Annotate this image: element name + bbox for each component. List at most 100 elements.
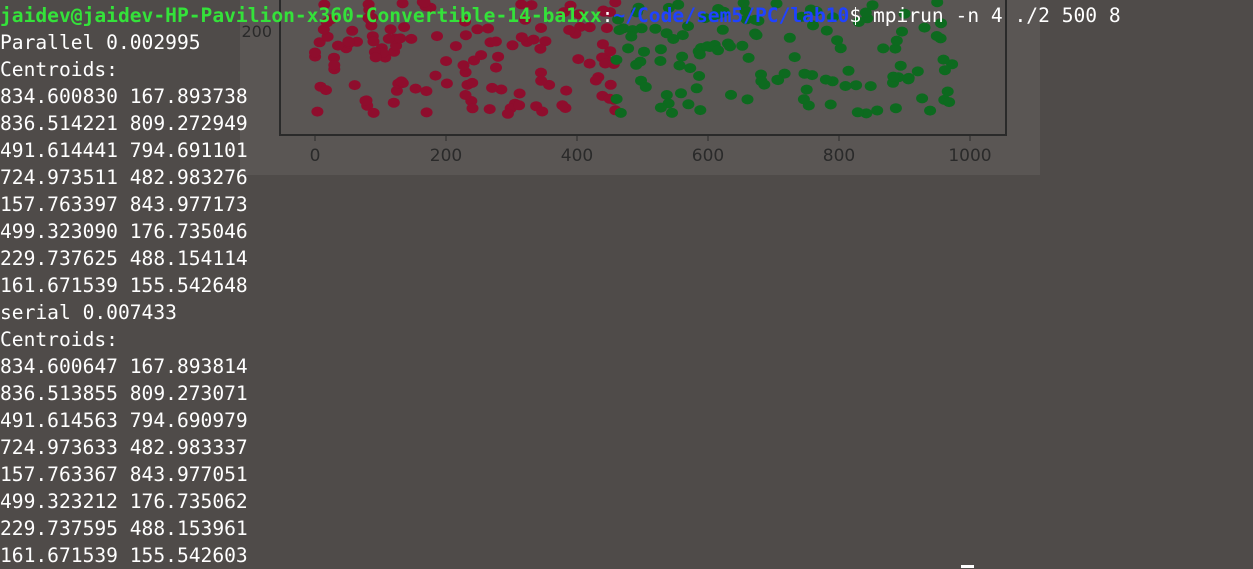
scatter-point: [672, 0, 685, 10]
scatter-point: [365, 20, 378, 31]
scatter-point: [599, 58, 612, 69]
scatter-point: [535, 67, 547, 78]
scatter-point: [676, 30, 689, 41]
scatter-point: [527, 34, 540, 45]
scatter-point: [495, 84, 508, 95]
scatter-point: [724, 41, 736, 52]
scatter-point: [466, 77, 479, 88]
scatter-point: [742, 52, 755, 63]
scatter-point: [778, 68, 791, 79]
scatter-point: [328, 60, 341, 71]
scatter-points: [309, 0, 959, 119]
output-line: 499.323212 176.735062: [0, 490, 248, 513]
scatter-point: [556, 100, 569, 111]
scatter-point: [850, 80, 863, 91]
scatter-point: [937, 54, 950, 65]
scatter-point: [924, 105, 937, 116]
scatter-point: [673, 60, 686, 71]
output-line: serial 0.007433: [0, 301, 177, 324]
command-text: mpirun -n 4 ./2 500 8: [861, 4, 1121, 27]
scatter-point: [471, 24, 484, 35]
scatter-point: [483, 104, 496, 115]
scatter-point: [864, 81, 877, 92]
scatter-point: [896, 26, 908, 37]
scatter-point: [311, 106, 324, 117]
output-line: 491.614441 794.691101: [0, 139, 248, 162]
scatter-point: [367, 107, 380, 118]
scatter-point: [741, 94, 754, 105]
scatter-point: [320, 85, 332, 96]
x-tick-label: 200: [430, 146, 462, 166]
x-tick-label: 600: [692, 146, 724, 166]
prompt-line: jaidev@jaidev-HP-Pavilion-x360-Convertib…: [0, 2, 1121, 29]
scatter-point: [449, 41, 462, 52]
scatter-point: [682, 99, 695, 110]
scatter-point: [931, 0, 944, 8]
scatter-point: [877, 43, 890, 54]
scatter-point: [501, 108, 514, 119]
scatter-point: [676, 51, 689, 62]
scatter-point: [604, 46, 617, 57]
scatter-point: [348, 80, 361, 91]
scatter-point: [515, 0, 528, 10]
scatter-point: [563, 25, 576, 35]
scatter-point: [930, 31, 943, 41]
scatter-point: [420, 107, 433, 118]
prompt-user-host: jaidev@jaidev-HP-Pavilion-x360-Convertib…: [0, 4, 602, 27]
scatter-point: [604, 79, 617, 90]
scatter-point: [513, 100, 526, 111]
scatter-point: [654, 44, 667, 55]
text-cursor: [961, 565, 974, 568]
scatter-point: [682, 21, 694, 32]
scatter-point: [635, 23, 648, 34]
scatter-point: [384, 24, 397, 35]
scatter-point: [800, 84, 813, 95]
scatter-point: [459, 90, 472, 100]
scatter-point: [690, 83, 703, 94]
scatter-point: [755, 76, 768, 87]
scatter-point: [409, 83, 422, 94]
scatter-point: [842, 65, 855, 76]
scatter-point: [318, 0, 331, 10]
scatter-point: [859, 7, 872, 18]
scatter-point: [783, 32, 796, 43]
scatter-point: [431, 31, 443, 42]
scatter-point: [666, 107, 678, 118]
scatter-point: [894, 60, 907, 71]
scatter-point: [938, 65, 951, 76]
scatter-point: [797, 94, 810, 105]
scatter-point: [359, 95, 372, 106]
scatter-point: [654, 102, 667, 113]
scatter-point: [634, 56, 647, 67]
output-line: 836.513855 809.273071: [0, 382, 248, 405]
scatter-point: [363, 4, 376, 15]
scatter-point: [369, 52, 382, 63]
prompt-colon: :: [601, 4, 614, 27]
scatter-point: [506, 40, 519, 51]
scatter-point: [596, 39, 609, 50]
scatter-point: [346, 25, 359, 36]
scatter-point: [440, 78, 453, 89]
scatter-point: [694, 105, 707, 116]
scatter-point: [654, 56, 667, 66]
output-line: 161.671539 155.542648: [0, 274, 248, 297]
scatter-point: [675, 88, 687, 99]
scatter-point: [889, 103, 902, 114]
scatter-point: [918, 22, 931, 33]
scatter-point: [649, 23, 662, 34]
scatter-point: [820, 25, 833, 36]
scatter-point: [589, 75, 602, 86]
scatter-point: [712, 45, 724, 56]
scatter-point: [598, 6, 610, 17]
scatter-point: [826, 12, 839, 23]
scatter-point: [420, 86, 433, 97]
scatter-point: [489, 36, 502, 47]
scatter-point: [660, 28, 673, 39]
scatter-point: [890, 35, 903, 46]
scatter-point: [583, 22, 596, 33]
scatter-point: [492, 51, 505, 62]
scatter-point: [486, 82, 499, 93]
scatter-point: [313, 37, 326, 48]
scatter-point: [610, 54, 623, 65]
